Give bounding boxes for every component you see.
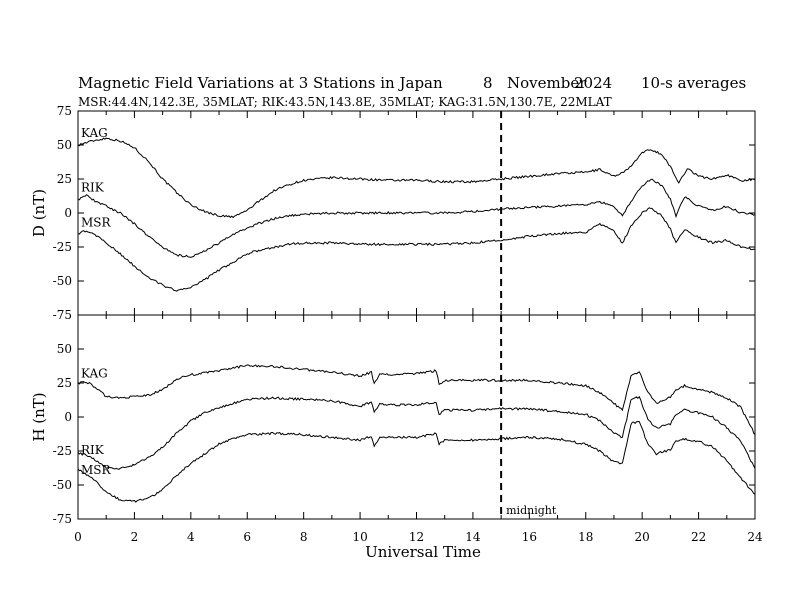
x-tick-label: 18 (578, 530, 593, 544)
chart-month: November (507, 74, 587, 92)
h-series-label-msr: MSR (81, 463, 112, 477)
h-ytick-label: -75 (53, 512, 72, 526)
d-series-msr (77, 207, 756, 292)
h-series-label-kag: KAG (81, 367, 108, 381)
x-tick-label: 16 (522, 530, 537, 544)
x-tick-label: 22 (691, 530, 706, 544)
d-axis-label: D (nT) (30, 189, 48, 237)
h-series-rik (77, 395, 756, 470)
d-ytick-label: 25 (57, 172, 72, 186)
chart-day: 8 (483, 74, 493, 92)
d-ytick-label: -75 (53, 308, 72, 322)
x-tick-label: 14 (465, 530, 481, 544)
h-series-label-rik: RIK (81, 443, 105, 457)
d-ytick-label: 50 (57, 138, 72, 152)
d-series-rik (77, 178, 756, 258)
d-ytick-label: -50 (53, 274, 72, 288)
h-ytick-label: -50 (53, 478, 72, 492)
x-tick-label: 0 (74, 530, 82, 544)
h-ytick-label: 25 (57, 376, 72, 390)
h-ytick-label: 50 (57, 342, 72, 356)
x-axis-label: Universal Time (365, 543, 481, 561)
d-series-label-msr: MSR (81, 216, 112, 230)
h-axis-label: H (nT) (30, 392, 48, 441)
d-series-label-kag: KAG (81, 126, 108, 140)
d-ytick-label: -25 (53, 240, 72, 254)
x-tick-label: 8 (300, 530, 308, 544)
x-tick-label: 24 (747, 530, 763, 544)
h-series-msr (77, 420, 756, 503)
x-tick-label: 10 (352, 530, 367, 544)
chart-averaging: 10-s averages (641, 74, 746, 92)
d-ytick-label: 75 (57, 104, 72, 118)
d-panel: 75 50 25 0 -25 -50 -75 KAG RIK MSR D (nT) (30, 104, 756, 322)
d-ytick-label: 0 (64, 206, 72, 220)
h-ytick-label: -25 (53, 444, 72, 458)
d-series-label-rik: RIK (81, 180, 105, 194)
x-tick-label: 20 (635, 530, 650, 544)
d-series-kag (77, 137, 756, 219)
station-info: MSR:44.4N,142.3E, 35MLAT; RIK:43.5N,143.… (78, 95, 612, 109)
x-tick-label: 6 (243, 530, 251, 544)
x-tick-label: 2 (131, 530, 139, 544)
x-tick-label: 4 (187, 530, 195, 544)
x-tick-label: 12 (409, 530, 424, 544)
chart-year: 2024 (574, 74, 612, 92)
midnight-label: midnight (506, 504, 557, 517)
h-ytick-label: 0 (64, 410, 72, 424)
h-series-kag (77, 364, 756, 436)
chart-title: Magnetic Field Variations at 3 Stations … (78, 74, 443, 92)
h-panel-frame (77, 314, 756, 520)
h-panel: 50 25 0 -25 -50 -75 KAG RIK MSR H (nT) (30, 314, 756, 526)
